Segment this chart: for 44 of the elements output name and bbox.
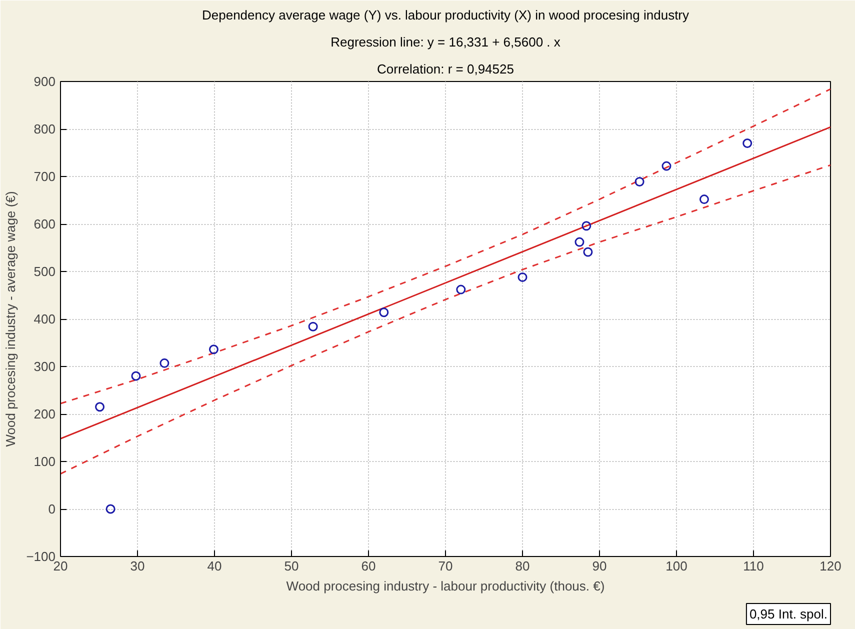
x-axis-title: Wood procesing industry - labour productivity (thous. €) bbox=[286, 578, 605, 594]
x-tick-label: 90 bbox=[592, 558, 607, 574]
y-tick-label: 400 bbox=[34, 312, 56, 326]
x-tick-label: 70 bbox=[438, 558, 453, 574]
x-tick-label: 30 bbox=[130, 558, 145, 574]
line-series bbox=[60, 88, 830, 404]
point bbox=[518, 272, 528, 282]
point bbox=[379, 308, 389, 318]
point bbox=[699, 194, 709, 204]
chart-title: Dependency average wage (Y) vs. labour productivity (X) in wood procesing industry bbox=[202, 8, 690, 22]
point bbox=[160, 358, 170, 368]
y-tick-label: 200 bbox=[34, 406, 56, 422]
y-tick-label: 300 bbox=[34, 359, 56, 374]
point bbox=[131, 371, 141, 381]
x-tick-label: 80 bbox=[515, 558, 530, 574]
y-tick-label: 600 bbox=[34, 216, 56, 232]
y-tick-label: 900 bbox=[34, 74, 56, 89]
y-tick-label: 700 bbox=[34, 169, 56, 184]
point bbox=[456, 284, 466, 294]
y-tick-label: 800 bbox=[34, 122, 56, 136]
x-tick-label: 100 bbox=[666, 558, 688, 574]
point bbox=[634, 176, 644, 186]
y-tick-label: 500 bbox=[34, 264, 56, 279]
point bbox=[582, 221, 592, 231]
text: Correlation: r = 0,94525 bbox=[377, 62, 514, 76]
text: 0,95 Int. spol. bbox=[749, 606, 828, 622]
point bbox=[583, 247, 593, 257]
point bbox=[106, 504, 116, 514]
line-series bbox=[60, 164, 830, 475]
point bbox=[574, 237, 584, 247]
y-tick-label: 100 bbox=[34, 454, 56, 469]
x-tick-label: 110 bbox=[743, 558, 764, 574]
point bbox=[308, 322, 318, 332]
x-tick-label: 40 bbox=[207, 558, 222, 574]
point bbox=[662, 161, 672, 171]
point bbox=[95, 402, 105, 412]
x-tick-label: 50 bbox=[284, 558, 299, 574]
chart-subtitle: Regression line: y = 16,331 + 6,5600 . x bbox=[330, 34, 561, 50]
point bbox=[208, 344, 218, 354]
y-axis-title: Wood procesing industry - average wage (€) bbox=[3, 191, 18, 447]
x-tick-label: 120 bbox=[820, 558, 842, 574]
y-tick-label: 0 bbox=[48, 502, 56, 516]
x-tick-label: 60 bbox=[361, 558, 376, 574]
point bbox=[742, 138, 752, 148]
